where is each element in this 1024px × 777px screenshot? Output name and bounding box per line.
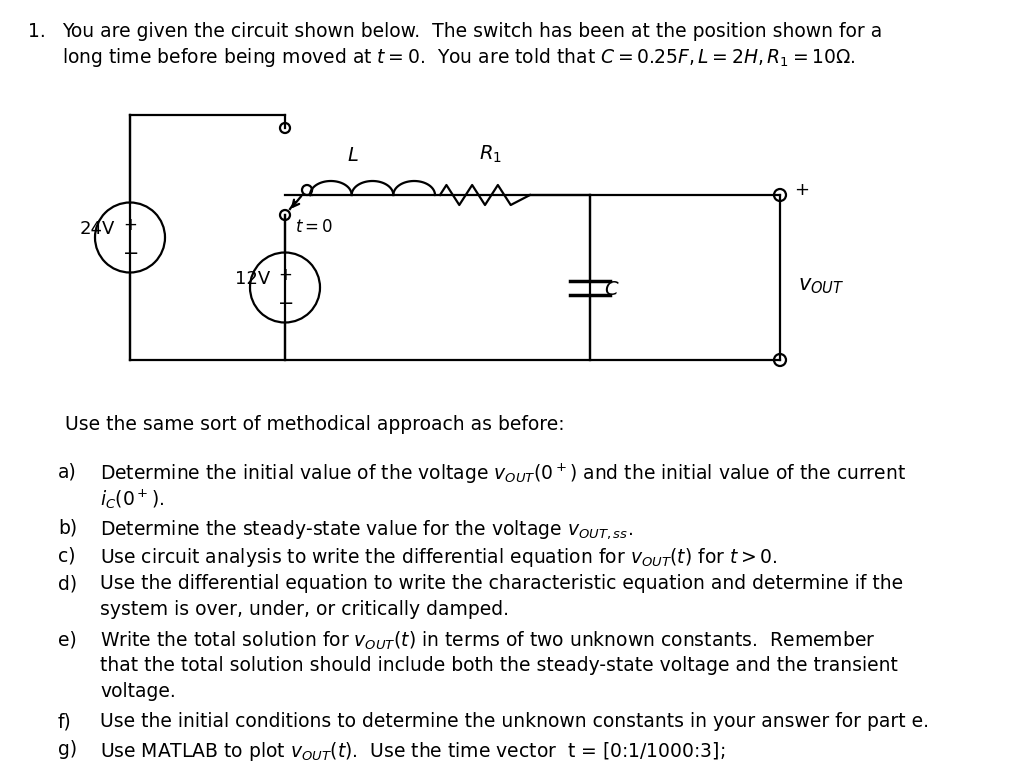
Text: e): e)	[58, 630, 77, 649]
Text: $i_C(0^+)$.: $i_C(0^+)$.	[100, 488, 164, 511]
Text: long time before being moved at $t = 0$.  You are told that $C = 0.25F, L = 2H, : long time before being moved at $t = 0$.…	[62, 46, 856, 69]
Text: f): f)	[58, 712, 72, 731]
Text: $-$: $-$	[122, 242, 138, 261]
Text: a): a)	[58, 462, 77, 481]
Text: g): g)	[58, 740, 77, 759]
Text: 12V: 12V	[234, 270, 270, 288]
Text: $-$: $-$	[276, 292, 293, 311]
Text: Write the total solution for $v_{OUT}(t)$ in terms of two unknown constants.  Re: Write the total solution for $v_{OUT}(t)…	[100, 630, 876, 653]
Text: $+$: $+$	[123, 215, 137, 234]
Text: You are given the circuit shown below.  The switch has been at the position show: You are given the circuit shown below. T…	[62, 22, 883, 41]
Text: $v_{OUT}$: $v_{OUT}$	[798, 276, 845, 295]
Text: Determine the steady-state value for the voltage $v_{OUT,ss}$.: Determine the steady-state value for the…	[100, 518, 633, 541]
Text: b): b)	[58, 518, 77, 537]
Text: Use the differential equation to write the characteristic equation and determine: Use the differential equation to write t…	[100, 574, 903, 593]
Text: c): c)	[58, 546, 76, 565]
Text: voltage.: voltage.	[100, 682, 176, 701]
Text: $R_1$: $R_1$	[478, 144, 502, 165]
Text: $L$: $L$	[347, 146, 358, 165]
Text: 24V: 24V	[80, 221, 115, 239]
Text: d): d)	[58, 574, 77, 593]
Text: $C$: $C$	[604, 280, 620, 299]
Text: Use the initial conditions to determine the unknown constants in your answer for: Use the initial conditions to determine …	[100, 712, 929, 731]
Text: Determine the initial value of the voltage $v_{OUT}(0^+)$ and the initial value : Determine the initial value of the volta…	[100, 462, 906, 486]
Text: system is over, under, or critically damped.: system is over, under, or critically dam…	[100, 600, 509, 619]
Text: Use the same sort of methodical approach as before:: Use the same sort of methodical approach…	[65, 415, 564, 434]
Text: $+$: $+$	[794, 181, 809, 199]
Text: Use circuit analysis to write the differential equation for $v_{OUT}(t)$ for $t : Use circuit analysis to write the differ…	[100, 546, 777, 569]
Text: $t=0$: $t=0$	[295, 218, 334, 236]
Text: $+$: $+$	[278, 266, 292, 284]
Text: Use MATLAB to plot $v_{OUT}(t)$.  Use the time vector  t = [0:1/1000:3];: Use MATLAB to plot $v_{OUT}(t)$. Use the…	[100, 740, 725, 763]
Text: 1.: 1.	[28, 22, 46, 41]
Text: that the total solution should include both the steady-state voltage and the tra: that the total solution should include b…	[100, 656, 898, 675]
